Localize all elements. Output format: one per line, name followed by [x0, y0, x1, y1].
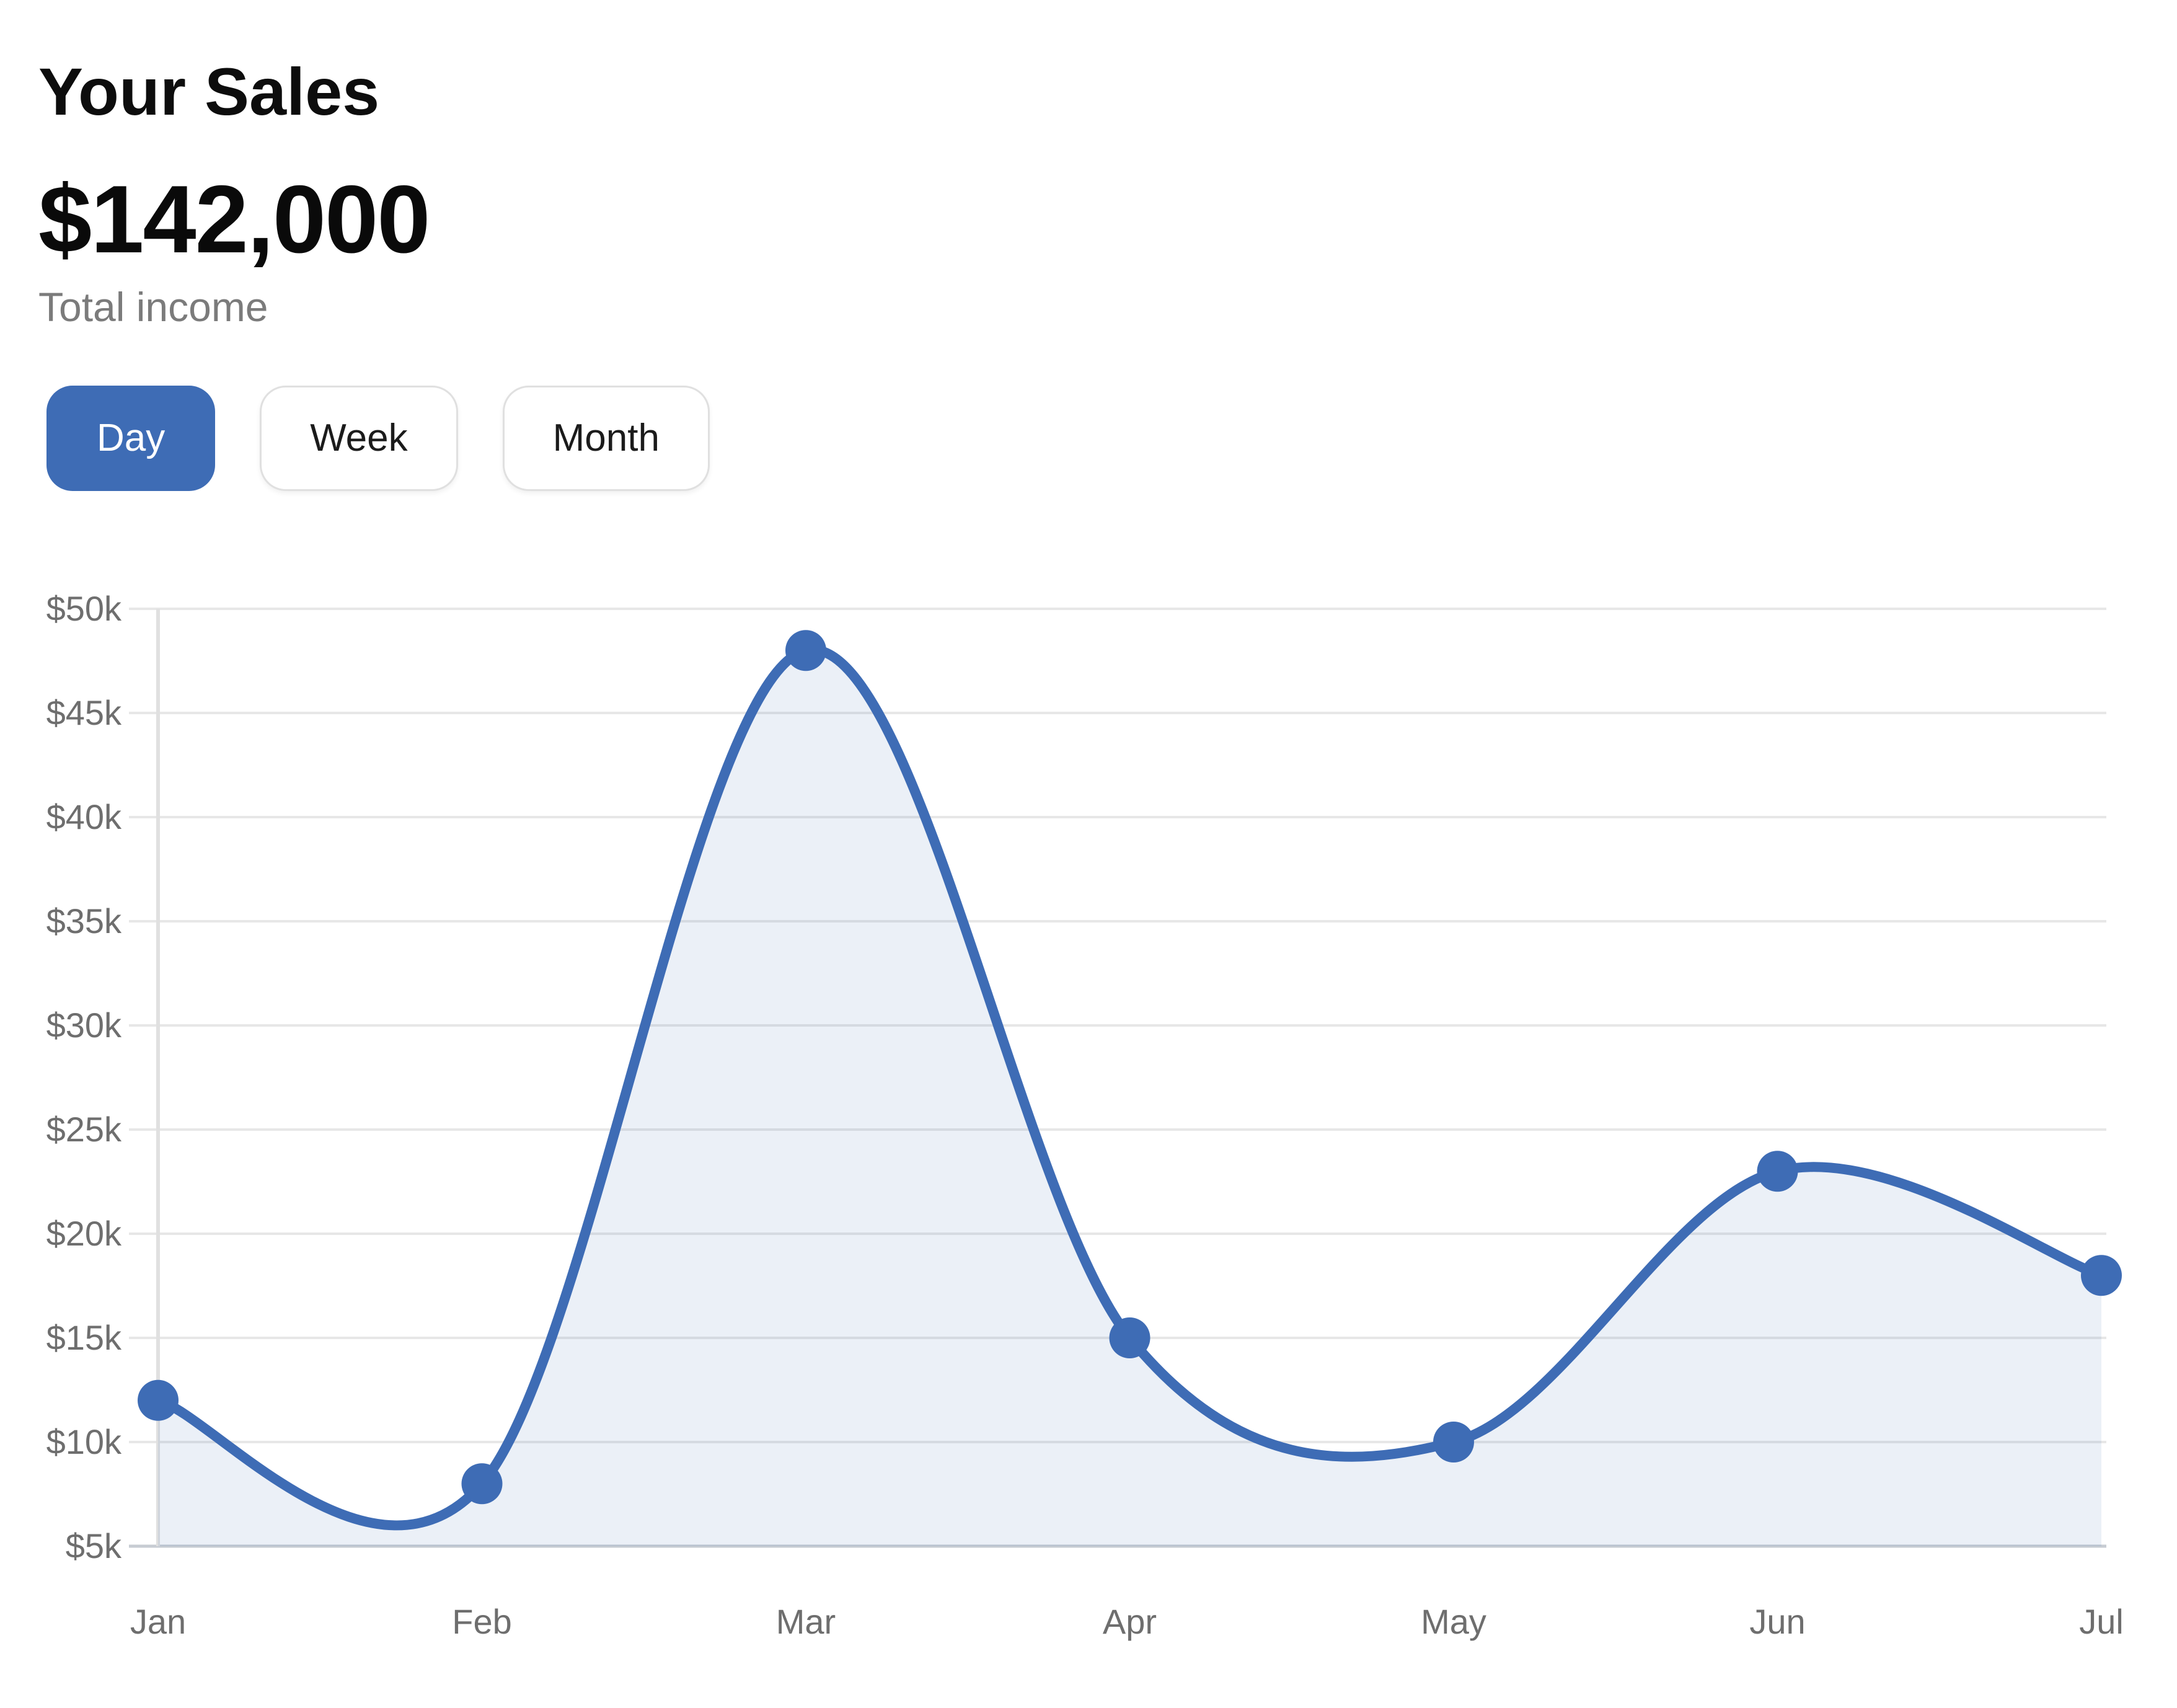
page-title: Your Sales	[38, 54, 380, 129]
x-tick-label: Jan	[130, 1602, 186, 1641]
data-point-jan[interactable]	[138, 1379, 179, 1421]
data-point-may[interactable]	[1433, 1422, 1474, 1462]
y-tick-label: $20k	[46, 1214, 122, 1253]
y-tick-label: $5k	[66, 1526, 122, 1565]
x-tick-label: Feb	[452, 1602, 512, 1641]
y-tick-label: $10k	[46, 1422, 122, 1461]
week-button[interactable]: Week	[260, 386, 458, 491]
x-tick-label: Mar	[776, 1602, 836, 1641]
y-tick-label: $40k	[46, 797, 122, 836]
x-tick-label: Apr	[1103, 1602, 1157, 1641]
y-tick-label: $15k	[46, 1318, 122, 1357]
data-point-mar[interactable]	[785, 630, 826, 671]
day-button[interactable]: Day	[46, 386, 216, 491]
x-tick-label: Jul	[2079, 1602, 2124, 1641]
total-income-value: $142,000	[38, 165, 430, 273]
chart-canvas: $50k$45k$40k$35k$30k$25k$20k$15k$10k$5kJ…	[46, 589, 2124, 1641]
y-tick-label: $30k	[46, 1006, 122, 1045]
series-area-fill	[158, 650, 2101, 1546]
data-point-apr[interactable]	[1109, 1317, 1150, 1358]
data-point-feb[interactable]	[461, 1463, 503, 1505]
sales-area-chart: $50k $45k $40k $35k $30k $25k $20k $15k $10k $5k J…	[0, 558, 2177, 1705]
data-point-jul[interactable]	[2081, 1255, 2122, 1296]
total-income-label: Total income	[38, 283, 268, 330]
x-tick-label: May	[1421, 1602, 1486, 1641]
month-button[interactable]: Month	[502, 386, 710, 491]
data-point-jun[interactable]	[1757, 1151, 1798, 1192]
y-tick-label: $35k	[46, 901, 122, 940]
y-tick-label: $50k	[46, 589, 122, 628]
time-range-toggle: Day Week Month	[46, 386, 710, 491]
series-line	[153, 645, 2106, 1531]
x-tick-label: Jun	[1749, 1602, 1805, 1641]
sales-summary-header: Your Sales $142,000 Total income	[38, 54, 430, 332]
y-tick-label: $25k	[46, 1110, 122, 1149]
y-tick-label: $45k	[46, 693, 122, 732]
